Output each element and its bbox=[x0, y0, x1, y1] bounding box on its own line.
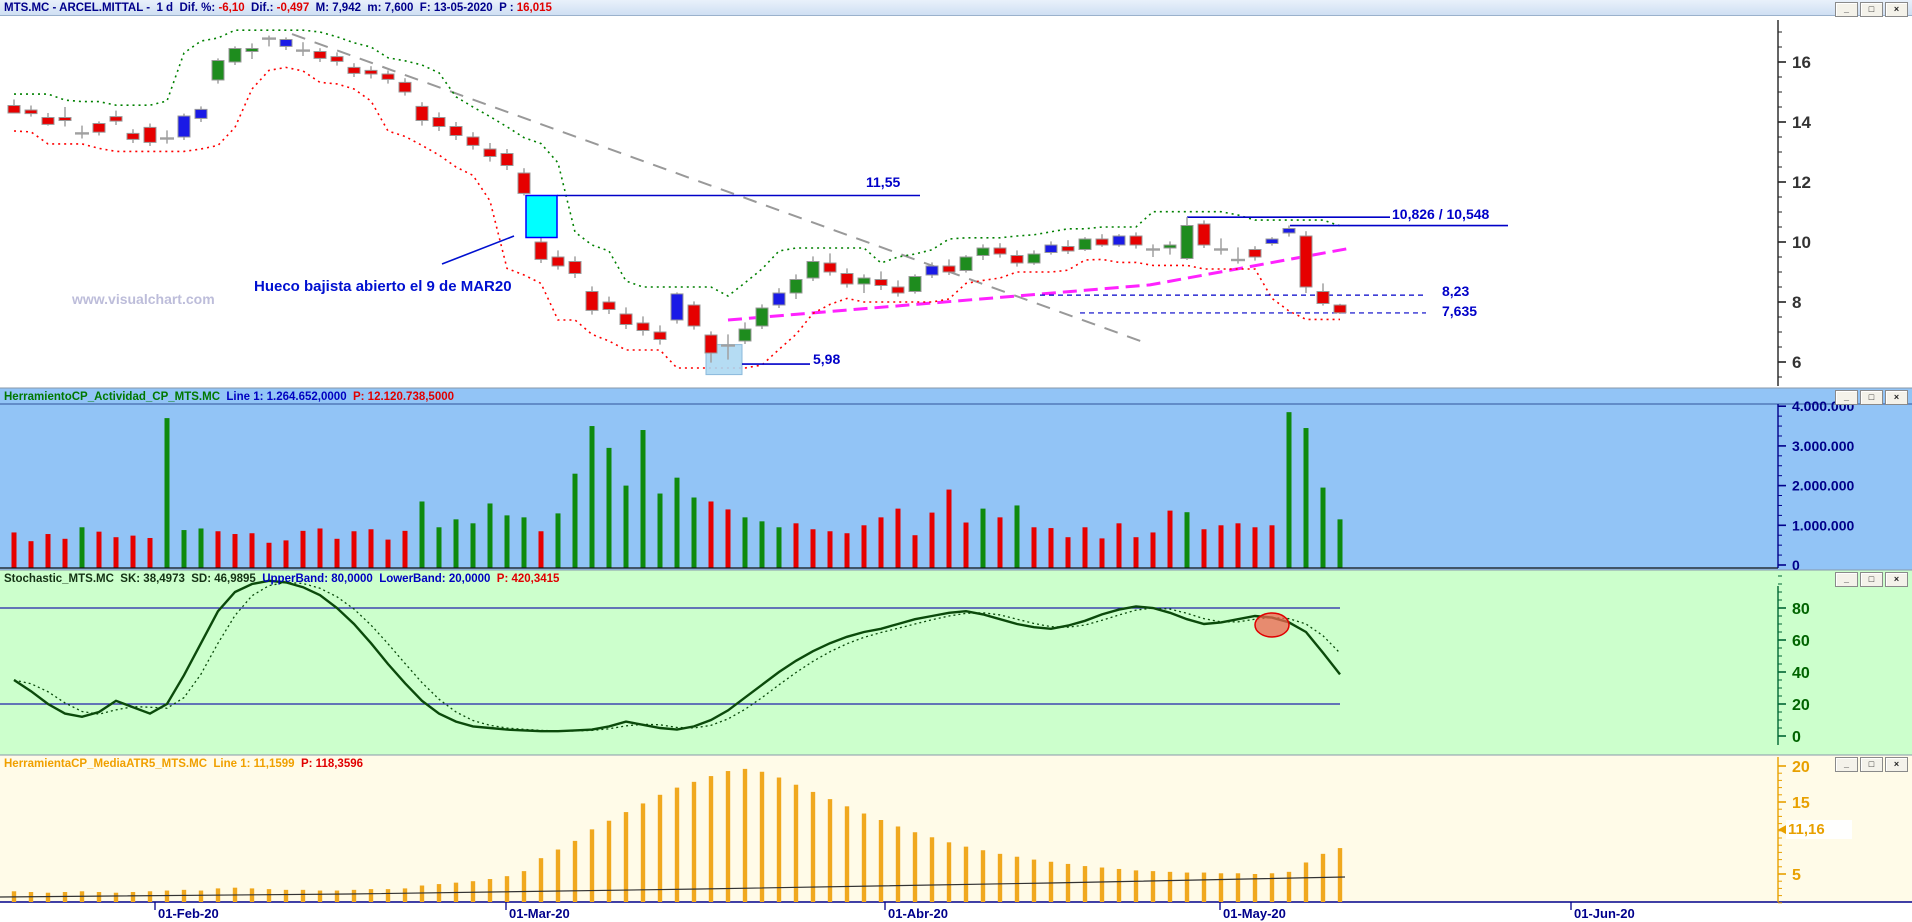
title-segment: Dif.: bbox=[244, 2, 277, 14]
axis-label: 12 bbox=[1792, 173, 1811, 192]
minimize-button[interactable]: _ bbox=[1835, 390, 1858, 405]
candlestick-series bbox=[7, 35, 1347, 363]
maximize-button[interactable]: □ bbox=[1860, 572, 1883, 587]
title-segment: M: 7,942 m: 7,600 F: 13-05-2020 bbox=[309, 2, 500, 14]
close-button[interactable]: × bbox=[1885, 757, 1908, 772]
title-segment: P : bbox=[499, 2, 517, 14]
maximize-button[interactable]: □ bbox=[1860, 390, 1883, 405]
axis-label: 01-Feb-20 bbox=[158, 906, 219, 921]
panel-header-segment: LowerBand: 20,0000 bbox=[379, 573, 497, 585]
axis-label: 16 bbox=[1792, 53, 1811, 72]
axis-label: 80 bbox=[1792, 601, 1810, 618]
minimize-button[interactable]: _ bbox=[1835, 757, 1858, 772]
stochastic-cross-ellipse[interactable] bbox=[1254, 612, 1290, 638]
panel-header-segment: HerramientaCP_MediaATR5_MTS.MC Line 1: 1… bbox=[4, 758, 301, 770]
volume-window-controls: _ □ × bbox=[1835, 390, 1908, 405]
title-segment: 16,015 bbox=[516, 2, 552, 14]
axis-label: 10 bbox=[1792, 233, 1811, 252]
axis-label: 01-Mar-20 bbox=[509, 906, 570, 921]
panel-header-segment: UpperBand: 80,0000 bbox=[262, 573, 380, 585]
panel-header-segment: P: 420,3415 bbox=[496, 573, 560, 585]
axis-label: 1.000.000 bbox=[1792, 517, 1854, 533]
axis-label: 40 bbox=[1792, 665, 1810, 682]
panel-header-segment: Line 1: 1.264.652,0000 bbox=[226, 391, 353, 403]
axis-label: 0 bbox=[1792, 557, 1800, 573]
panel-header-segment: HerramientoCP_Actividad_CP_MTS.MC bbox=[4, 391, 227, 403]
stochastic-panel-header: Stochastic_MTS.MC SK: 38,4973 SD: 46,989… bbox=[4, 572, 559, 586]
price-level-label-10826-10548[interactable]: 10,826 / 10,548 bbox=[1392, 206, 1490, 222]
main-window-controls: _ □ × bbox=[1835, 2, 1908, 17]
price-level-label-823[interactable]: 8,23 bbox=[1442, 283, 1470, 299]
axis-label: 3.000.000 bbox=[1792, 438, 1854, 454]
gap-annotation-text[interactable]: Hueco bajista abierto el 9 de MAR20 bbox=[254, 278, 512, 295]
axis-label: 6 bbox=[1792, 353, 1801, 372]
close-button[interactable]: × bbox=[1885, 390, 1908, 405]
stochastic-window-controls: _ □ × bbox=[1835, 572, 1908, 587]
minimize-button[interactable]: _ bbox=[1835, 572, 1858, 587]
axis-label: 60 bbox=[1792, 633, 1810, 650]
axis-label: 14 bbox=[1792, 113, 1811, 132]
panel-header-segment: Stochastic_MTS.MC SK: 38,4973 SD: 46,989… bbox=[4, 573, 263, 585]
volume-panel-header: HerramientoCP_Actividad_CP_MTS.MC Line 1… bbox=[4, 390, 454, 404]
visualchart-watermark: www.visualchart.com bbox=[72, 291, 215, 307]
price-level-label-7635[interactable]: 7,635 bbox=[1442, 303, 1478, 319]
title-segment: MTS.MC - ARCEL.MITTAL - 1 d Dif. %: bbox=[4, 2, 219, 14]
axis-label: 5 bbox=[1792, 867, 1801, 884]
chart-title-bar: MTS.MC - ARCEL.MITTAL - 1 d Dif. %: -6,1… bbox=[0, 0, 1912, 16]
axis-label: 2.000.000 bbox=[1792, 478, 1854, 494]
axis-label: 01-Abr-20 bbox=[888, 906, 948, 921]
atr-current-value-marker: 11,16 bbox=[1786, 820, 1852, 839]
title-segment: -6,10 bbox=[218, 2, 245, 14]
price-level-label-598[interactable]: 5,98 bbox=[813, 351, 841, 367]
axis-label: 20 bbox=[1792, 697, 1810, 714]
axis-label: 0 bbox=[1792, 729, 1801, 746]
close-button[interactable]: × bbox=[1885, 572, 1908, 587]
bearish-gap-box[interactable] bbox=[525, 194, 558, 239]
price-level-label-1155[interactable]: 11,55 bbox=[866, 174, 901, 190]
minimize-button[interactable]: _ bbox=[1835, 2, 1858, 17]
axis-label: 01-Jun-20 bbox=[1574, 906, 1635, 921]
axis-label: 15 bbox=[1792, 795, 1810, 812]
atr-panel-header: HerramientaCP_MediaATR5_MTS.MC Line 1: 1… bbox=[4, 757, 363, 771]
axis-label: 20 bbox=[1792, 759, 1810, 776]
title-segment: -0,497 bbox=[276, 2, 310, 14]
panel-header-segment: P: 12.120.738,5000 bbox=[352, 391, 455, 403]
maximize-button[interactable]: □ bbox=[1860, 757, 1883, 772]
axis-label: 01-May-20 bbox=[1223, 906, 1286, 921]
atr-window-controls: _ □ × bbox=[1835, 757, 1908, 772]
panel-header-segment: P: 118,3596 bbox=[300, 758, 364, 770]
maximize-button[interactable]: □ bbox=[1860, 2, 1883, 17]
axis-label: 8 bbox=[1792, 293, 1801, 312]
close-button[interactable]: × bbox=[1885, 2, 1908, 17]
